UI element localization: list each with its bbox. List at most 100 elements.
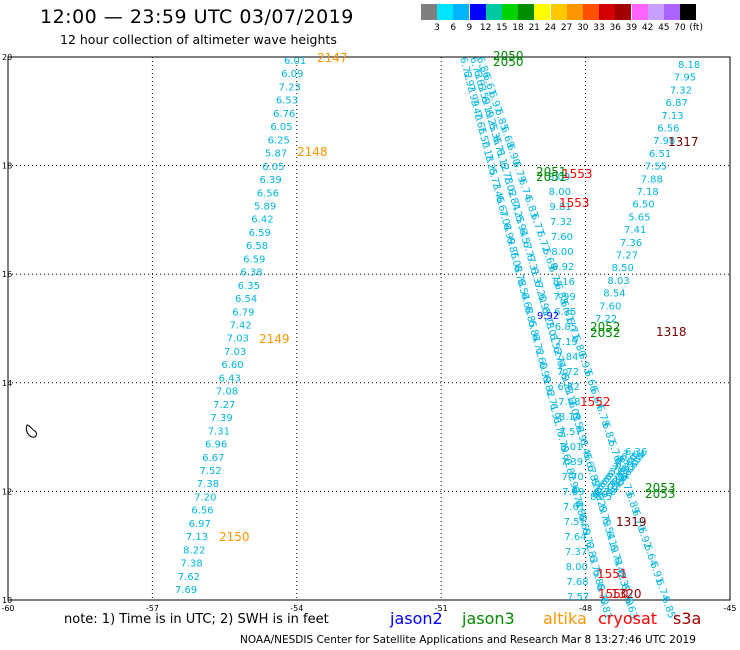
track-value: 6.59 [621, 452, 643, 463]
track-value: 6.55 [619, 455, 641, 466]
track-value: 9.81 [549, 202, 571, 213]
colorbar-label: 70 [674, 23, 686, 33]
pass-number: 2147 [317, 51, 348, 65]
track-value: 6.99 [536, 361, 552, 385]
track-value: 7.64 [564, 532, 586, 543]
pass-number: 1553 [562, 167, 593, 181]
track-value: 6.61 [558, 444, 574, 468]
track-value: 7.69 [562, 487, 584, 498]
track-value: 6.96 [205, 440, 227, 451]
colorbar-swatch [583, 4, 599, 20]
track-value: 6.79 [554, 430, 570, 454]
track-value: 7.57 [560, 427, 582, 438]
footer-note: note: 1) Time is in UTC; 2) SWH is in fe… [64, 612, 329, 627]
colorbar-label: 27 [560, 23, 573, 33]
satellite-altika: altika [543, 609, 587, 628]
track-value: 6.60 [221, 360, 243, 371]
track-value: 6.91 [547, 402, 563, 426]
credit-line: NOAA/NESDIS Center for Satellite Applica… [240, 634, 696, 646]
colorbar-label: 33 [593, 23, 605, 33]
pass-number: 1319 [616, 515, 647, 529]
track-value: 7.37 [565, 547, 587, 558]
track-value: 6.01 [284, 56, 306, 67]
track-value: 7.05 [617, 457, 639, 468]
track-value: 7.38 [180, 559, 202, 570]
track-value: 5.88 [609, 467, 631, 478]
colorbar-label: 18 [512, 23, 524, 33]
track-value: 7.98 [653, 136, 675, 147]
track-value: 8.25 [590, 492, 612, 503]
pass-number: 2051 [536, 170, 567, 184]
track-value: 6.25 [268, 135, 290, 146]
track-value: 9.92 [552, 262, 574, 273]
track-value: 6.50 [632, 200, 654, 211]
satellite-jason3: jason3 [462, 609, 515, 628]
pass-number: 2051 [536, 165, 567, 179]
track-value: 7.69 [175, 585, 197, 596]
x-tick-label: -54 [290, 604, 303, 613]
track-value: 7.13 [661, 111, 683, 122]
track-value: 6.36 [625, 447, 647, 458]
track-value-highlight: 9.92 [537, 311, 559, 322]
track-value: 7.68 [566, 577, 588, 588]
track-value: 8.14 [559, 412, 581, 423]
track-value: 6.93 [461, 70, 477, 94]
track-value: 6.72 [529, 333, 545, 357]
colorbar-swatch [664, 4, 680, 20]
track-value: 6.56 [191, 506, 213, 517]
track-value: 6.99 [500, 222, 516, 246]
track-value: 7.62 [178, 572, 200, 583]
track-value: 6.62 [608, 470, 630, 481]
colorbar-label: 6 [450, 23, 457, 33]
pass-number: 2148 [297, 145, 328, 159]
y-tick-label: 10 [2, 596, 12, 605]
track-value: 8.18 [678, 60, 700, 71]
track-value: 7.27 [213, 400, 235, 411]
track-value: 7.39 [210, 413, 232, 424]
track-value: 7.32 [670, 85, 692, 96]
track-value: 8.00 [566, 562, 588, 573]
colorbar-swatch [437, 4, 454, 20]
colorbar-swatch [534, 4, 551, 20]
y-tick-label: 14 [2, 379, 12, 388]
track-value: 7.60 [599, 301, 621, 312]
track-value: 7.20 [194, 492, 216, 503]
colorbar-swatch [647, 4, 664, 20]
track-value: 6.68 [602, 477, 624, 488]
track-value: 6.56 [257, 188, 279, 199]
pass-number: 1550 [598, 587, 629, 601]
page-subtitle: 12 hour collection of altimeter wave hei… [60, 32, 337, 47]
track-value: 8.03 [607, 276, 629, 287]
track-value: 6.81 [597, 596, 613, 620]
track-value: 7.18 [637, 187, 659, 198]
track-value: 7.19 [555, 337, 577, 348]
track-value: 6.76 [615, 460, 637, 471]
colorbar-label: 42 [641, 23, 654, 33]
track-value: 7.31 [208, 426, 230, 437]
pass-number: 2052 [590, 320, 621, 334]
colorbar-label: (ft) [689, 23, 703, 33]
colorbar-swatch [615, 4, 632, 20]
satellite-s3a: s3a [673, 609, 702, 628]
colorbar-label: 45 [658, 23, 670, 33]
track-value: 7.99 [553, 292, 575, 303]
x-tick-label: -48 [579, 604, 592, 613]
colorbar-swatch [485, 4, 502, 20]
track-value: 6.19 [596, 485, 618, 496]
track-value: 8.16 [553, 277, 575, 288]
track-value: 6.85 [555, 322, 577, 333]
colorbar-label: 24 [544, 23, 557, 33]
colorbar-label: 36 [609, 23, 621, 33]
colorbar-label: 12 [479, 23, 492, 33]
track-value: 7.04 [623, 450, 645, 461]
pass-number: 1317 [668, 135, 699, 149]
track-value: 7.84 [556, 352, 578, 363]
track-value: 7.40 [468, 97, 484, 121]
track-value: 6.43 [219, 373, 241, 384]
track-value: 7.42 [230, 321, 252, 332]
colorbar-swatch [453, 4, 470, 20]
track-value: 7.88 [641, 174, 663, 185]
track-value: 5.65 [628, 212, 650, 223]
track-value: 7.08 [216, 387, 238, 398]
track-value: 7.18 [479, 139, 495, 163]
